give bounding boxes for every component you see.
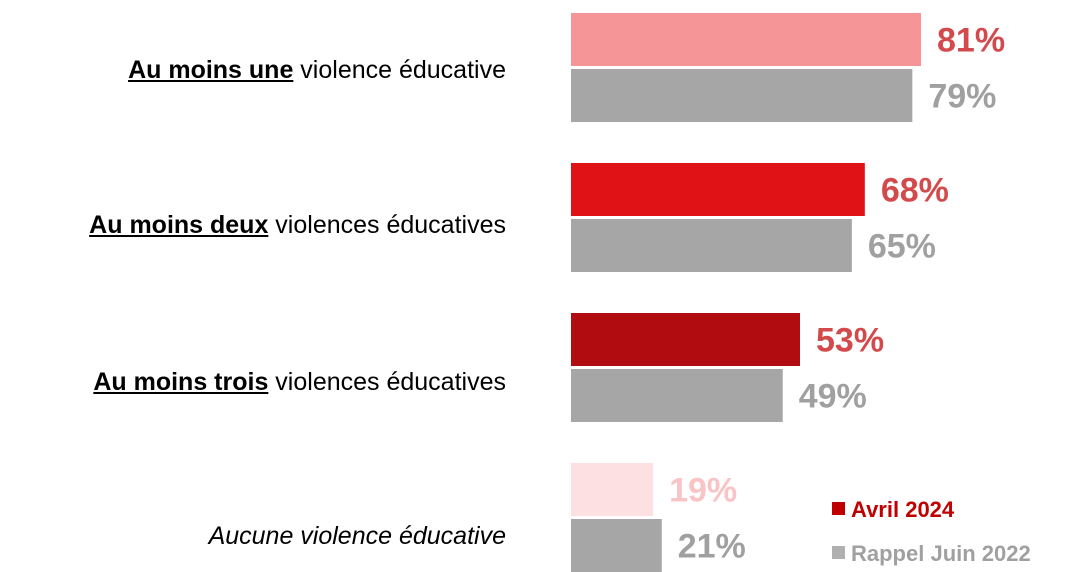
bar-avril-2024-1 [571, 163, 865, 216]
data-label-avril-2024-0: 81% [937, 22, 1005, 60]
category-label-0-rest: violence éducative [293, 56, 506, 84]
legend-swatch-rappel-juin-2022 [832, 546, 845, 559]
bar-juin-2022-3 [571, 519, 662, 572]
data-label-avril-2024-2: 53% [816, 322, 884, 360]
legend-label-rappel-juin-2022: Rappel Juin 2022 [851, 541, 1031, 566]
bar-juin-2022-0 [571, 69, 913, 122]
category-label-2-rest: violences éducatives [268, 368, 506, 396]
category-label-3: Aucune violence éducative [209, 521, 506, 551]
data-label-avril-2024-1: 68% [881, 172, 949, 210]
category-label-0: Au moins une violence éducative [128, 55, 506, 85]
category-label-3-rest: Aucune violence éducative [208, 522, 506, 550]
legend-item-rappel-juin-2022: Rappel Juin 2022 [832, 541, 1031, 567]
bar-juin-2022-2 [571, 369, 783, 422]
category-label-2-bold: Au moins trois [93, 368, 269, 396]
category-label-2: Au moins trois violences éducatives [93, 367, 506, 397]
data-label-juin-2022-0: 79% [928, 78, 996, 116]
legend-item-avril-2024: Avril 2024 [832, 497, 954, 523]
bar-avril-2024-0 [571, 13, 921, 66]
bar-avril-2024-2 [571, 313, 801, 366]
data-label-juin-2022-2: 49% [799, 378, 867, 416]
category-label-1: Au moins deux violences éducatives [89, 210, 506, 240]
data-label-avril-2024-3: 19% [669, 472, 737, 510]
category-label-1-rest: violences éducatives [268, 211, 506, 239]
bar-juin-2022-1 [571, 219, 852, 272]
bar-avril-2024-3 [571, 463, 654, 516]
category-label-1-bold: Au moins deux [89, 211, 269, 239]
legend-label-avril-2024: Avril 2024 [851, 497, 955, 522]
data-label-juin-2022-3: 21% [678, 528, 746, 566]
data-label-juin-2022-1: 65% [868, 228, 936, 266]
category-label-0-bold: Au moins une [128, 56, 294, 84]
legend-swatch-avril-2024 [832, 502, 845, 515]
